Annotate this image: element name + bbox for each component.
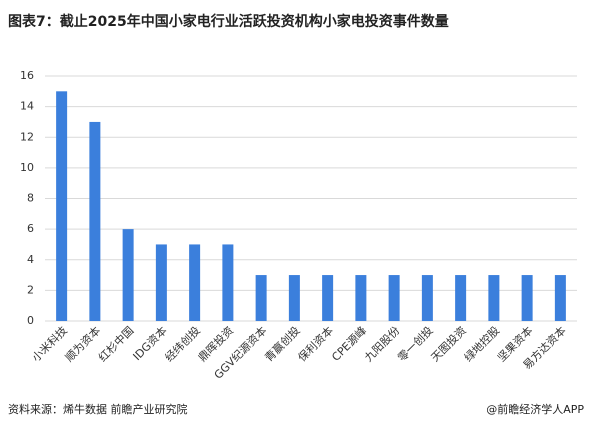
x-tick-label: 绿地控股 <box>461 323 502 364</box>
bar <box>355 275 367 321</box>
x-tick-label: 青赢创投 <box>262 323 303 364</box>
x-tick-label: 九阳股份 <box>362 324 402 364</box>
x-tick-label: 零一创投 <box>395 323 436 364</box>
bar <box>155 244 167 321</box>
x-tick-label: CPE源峰 <box>329 323 369 363</box>
bar <box>255 275 267 321</box>
y-tick-label: 6 <box>27 222 34 235</box>
x-tick-label: 经纬创投 <box>162 323 203 364</box>
y-tick-label: 14 <box>20 100 34 113</box>
y-tick-label: 0 <box>27 314 34 327</box>
y-tick-label: 4 <box>27 253 34 266</box>
source-note: 资料来源：烯牛数据 前瞻产业研究院 <box>8 402 188 416</box>
bar <box>455 275 467 321</box>
bar <box>122 229 134 321</box>
bar <box>56 91 68 321</box>
x-tick-label: 红杉中国 <box>95 323 136 364</box>
y-tick-label: 8 <box>27 192 34 205</box>
y-tick-label: 16 <box>20 69 34 82</box>
bar <box>521 275 533 321</box>
y-tick-label: 10 <box>20 161 34 174</box>
bar <box>554 275 566 321</box>
bar <box>421 275 433 321</box>
bar <box>222 244 234 321</box>
credit: @前瞻经济学人APP <box>486 402 584 416</box>
bar <box>322 275 334 321</box>
x-tick-label: 天图投资 <box>428 323 469 364</box>
bar <box>189 244 201 321</box>
bar <box>388 275 400 321</box>
bar <box>89 121 101 321</box>
y-tick-label: 2 <box>27 283 34 296</box>
y-tick-label: 12 <box>20 130 34 143</box>
bar <box>288 275 300 321</box>
x-tick-label: 顺为资本 <box>62 323 103 364</box>
x-tick-label: 保利资本 <box>295 323 336 364</box>
chart-title: 图表7：截止2025年中国小家电行业活跃投资机构小家电投资事件数量 <box>8 13 449 30</box>
bar <box>488 275 500 321</box>
x-tick-label: 小米科技 <box>29 323 70 364</box>
